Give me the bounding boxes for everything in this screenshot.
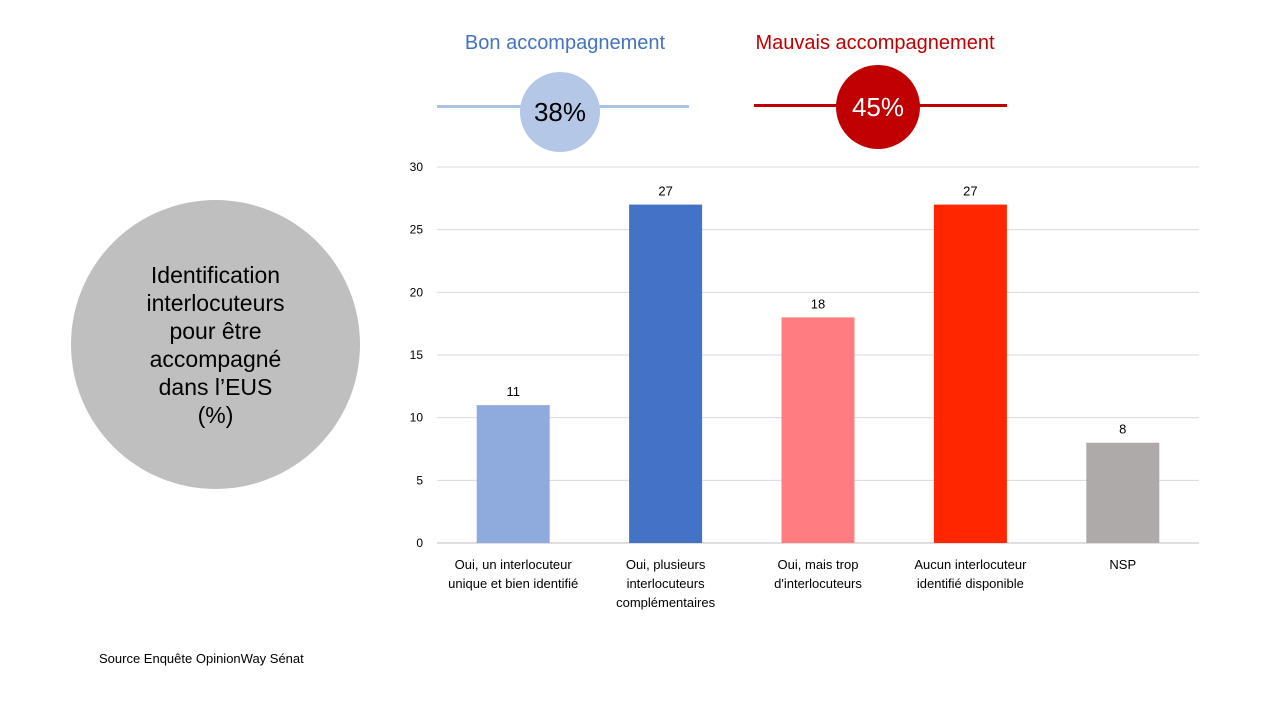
- source-note: Source Enquête OpinionWay Sénat: [99, 651, 304, 666]
- bad-support-circle: 45%: [836, 65, 920, 149]
- category-label-line: complémentaires: [616, 595, 715, 610]
- category-label: Oui, plusieurs interlocuteurs complémentai…: [616, 557, 715, 610]
- y-tick-label: 0: [416, 536, 423, 550]
- category-label-line: NSP: [1109, 557, 1136, 572]
- y-axis-ticks: 0 5 10 15 20 25 30: [410, 160, 424, 550]
- y-tick-label: 20: [410, 285, 424, 299]
- good-support-label: Bon accompagnement: [464, 32, 666, 54]
- category-label-line: Oui, un interlocuteur: [455, 557, 573, 572]
- y-tick-label: 5: [416, 473, 423, 487]
- bar: [781, 317, 855, 543]
- category-label-line: Oui, mais trop: [778, 557, 859, 572]
- category-label-line: unique et bien identifié: [448, 576, 578, 591]
- chart-bars: [476, 204, 1160, 543]
- bar: [933, 204, 1007, 543]
- data-label: 27: [658, 184, 672, 199]
- bad-support-indicator: Mauvais accompagnement 45%: [740, 30, 1020, 160]
- good-support-value: 38%: [533, 96, 587, 127]
- category-label-line: Aucun interlocuteur: [914, 557, 1027, 572]
- category-label: NSP: [1109, 557, 1136, 572]
- data-labels: 11 27 18 27 8: [506, 184, 1126, 437]
- y-tick-label: 10: [410, 411, 424, 425]
- y-tick-label: 15: [410, 348, 424, 362]
- data-label: 27: [963, 184, 977, 199]
- bar: [476, 405, 550, 543]
- category-label-line: d'interlocuteurs: [774, 576, 862, 591]
- bar: [629, 204, 703, 543]
- category-label: Oui, un interlocuteur unique et bien iden…: [448, 557, 578, 591]
- bad-support-label: Mauvais accompagnement: [755, 32, 995, 54]
- bad-support-value: 45%: [851, 91, 905, 122]
- y-tick-label: 25: [410, 223, 424, 237]
- good-support-circle: 38%: [520, 72, 600, 152]
- topic-circle: Identification interlocuteurs pour être …: [71, 200, 360, 489]
- category-label: Aucun interlocuteur identifié disponible: [914, 557, 1027, 591]
- good-support-indicator: Bon accompagnement 38%: [430, 30, 700, 160]
- data-label: 8: [1119, 422, 1126, 437]
- bar: [1086, 442, 1160, 543]
- data-label: 18: [811, 296, 825, 311]
- data-label: 11: [506, 384, 520, 399]
- category-label-line: identifié disponible: [917, 576, 1024, 591]
- category-label-line: Oui, plusieurs: [626, 557, 706, 572]
- category-label-line: interlocuteurs: [627, 576, 706, 591]
- x-axis-categories: Oui, un interlocuteur unique et bien iden…: [448, 557, 1136, 610]
- topic-text: Identification interlocuteurs pour être …: [146, 261, 285, 428]
- y-tick-label: 30: [410, 160, 424, 174]
- category-label: Oui, mais trop d'interlocuteurs: [774, 557, 862, 591]
